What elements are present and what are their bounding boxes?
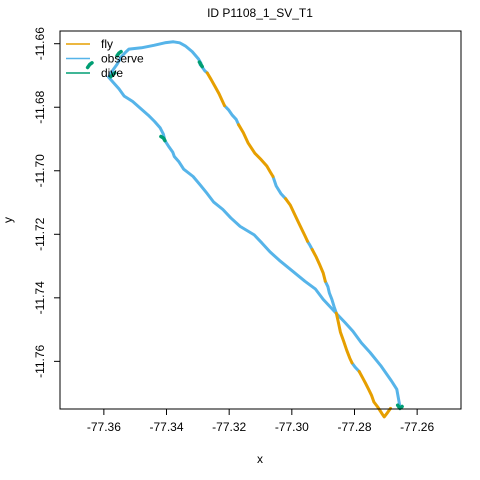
track-fly-segment-1 [237, 123, 275, 178]
legend-label-fly: fly [101, 37, 113, 51]
track-dive-segment-1 [115, 49, 123, 58]
track-fly-segment-4 [334, 311, 354, 365]
y-axis: -11.66 -11.68 -11.70 -11.72 -11.74 -11.76 [33, 27, 61, 378]
y-tick-label: -11.70 [33, 154, 47, 187]
track-dive-segment-5 [85, 61, 94, 70]
track-observe-segment-6 [350, 361, 361, 373]
legend-label-observe: observe [101, 52, 144, 66]
x-axis: -77.36 -77.34 -77.32 -77.30 -77.28 -77.26 [87, 408, 434, 434]
x-axis-label: x [257, 452, 263, 466]
y-tick-label: -11.66 [33, 27, 47, 60]
y-tick-label: -11.74 [33, 281, 47, 314]
track-dive-segment-3 [197, 60, 204, 69]
track-fly-segment-3 [310, 248, 327, 283]
x-tick-label: -77.32 [212, 420, 246, 434]
x-tick-label: -77.26 [400, 420, 434, 434]
track-dive-segment-0 [395, 403, 404, 411]
y-axis-label: y [1, 217, 15, 223]
track-lines [85, 40, 404, 419]
y-tick-label: -11.72 [33, 217, 47, 250]
track-fly-segment-5 [357, 370, 392, 419]
x-tick-label: -77.30 [275, 420, 309, 434]
chart-title: ID P1108_1_SV_T1 [207, 6, 313, 20]
track-observe-segment-3 [271, 175, 288, 201]
track-observe-segment-4 [306, 239, 314, 251]
track-fly-segment-0 [205, 71, 226, 108]
track-fly-segment-2 [284, 197, 309, 243]
y-tick-label: -11.68 [33, 90, 47, 123]
y-tick-label: -11.76 [33, 344, 47, 377]
track-observe-segment-2 [223, 104, 241, 127]
track-dive-segment-4 [159, 134, 167, 143]
track-observe-segment-5 [323, 279, 338, 315]
track-observe-segment-0 [107, 40, 402, 408]
x-tick-label: -77.36 [87, 420, 121, 434]
x-tick-label: -77.28 [337, 420, 371, 434]
track-dive-segment-2 [109, 71, 117, 79]
legend-label-dive: dive [101, 66, 123, 80]
x-tick-label: -77.34 [150, 420, 184, 434]
